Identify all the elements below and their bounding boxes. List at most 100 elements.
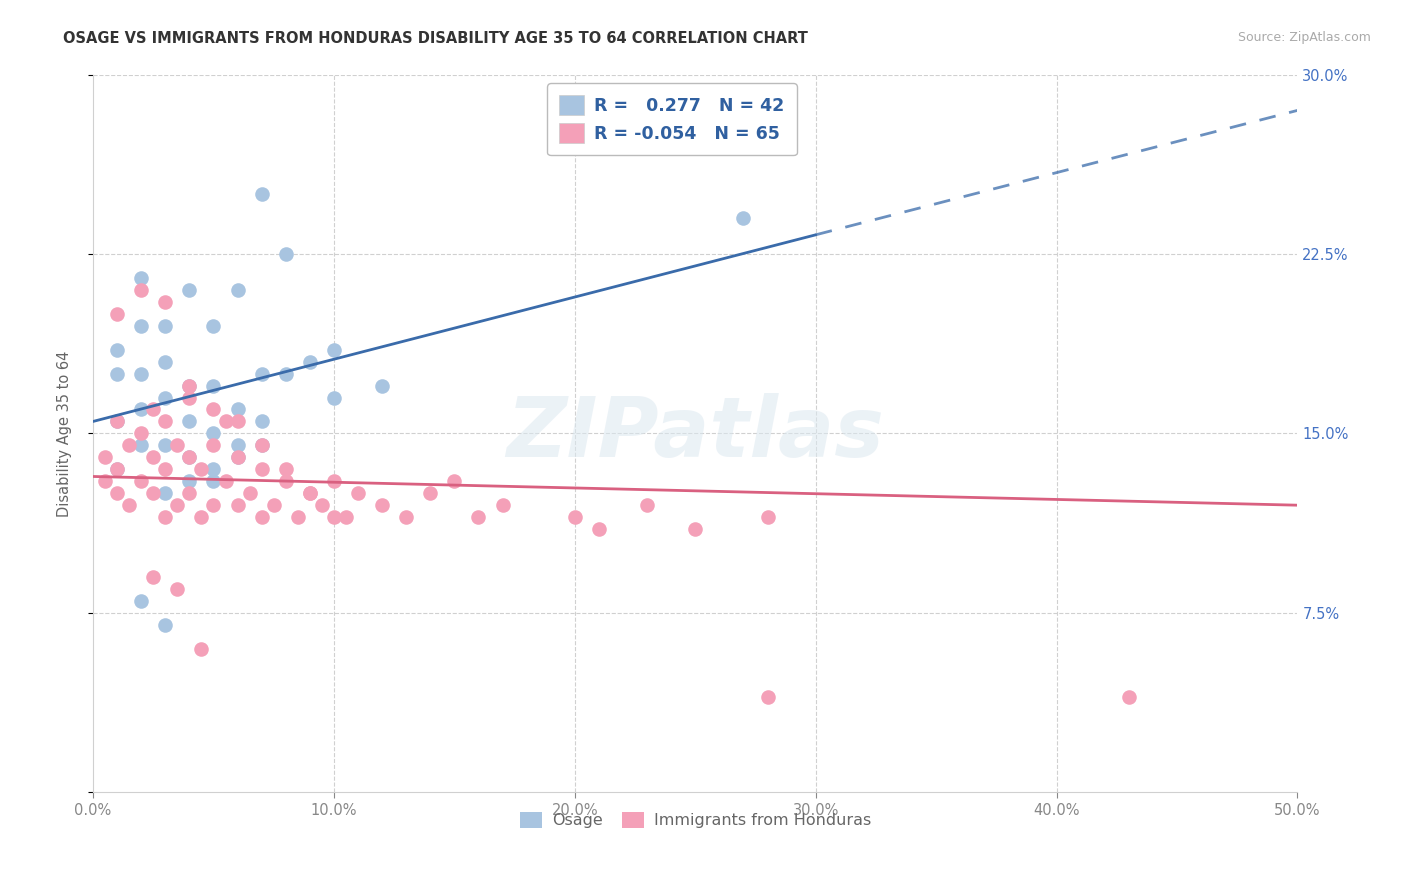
Point [179, 486, 201, 500]
Point [142, 486, 165, 500]
Point [179, 378, 201, 392]
Point [1118, 690, 1140, 704]
Point [202, 402, 225, 417]
Point [250, 187, 273, 202]
Point [274, 462, 297, 476]
Point [756, 690, 779, 704]
Point [155, 617, 177, 632]
Point [371, 378, 394, 392]
Point [166, 438, 188, 452]
Text: OSAGE VS IMMIGRANTS FROM HONDURAS DISABILITY AGE 35 TO 64 CORRELATION CHART: OSAGE VS IMMIGRANTS FROM HONDURAS DISABI… [63, 31, 808, 46]
Point [94, 450, 117, 465]
Point [322, 391, 344, 405]
Point [179, 475, 201, 489]
Point [142, 450, 165, 465]
Point [335, 510, 357, 524]
Point [179, 283, 201, 297]
Point [250, 438, 273, 452]
Point [287, 510, 309, 524]
Point [226, 402, 249, 417]
Point [733, 211, 755, 225]
Point [142, 402, 165, 417]
Point [202, 438, 225, 452]
Y-axis label: Disability Age 35 to 64: Disability Age 35 to 64 [58, 351, 72, 516]
Point [214, 475, 236, 489]
Point [118, 438, 141, 452]
Point [129, 283, 152, 297]
Point [226, 450, 249, 465]
Point [202, 475, 225, 489]
Point [322, 475, 344, 489]
Point [166, 582, 188, 596]
Point [190, 462, 212, 476]
Point [129, 426, 152, 441]
Point [202, 498, 225, 512]
Point [129, 438, 152, 452]
Point [129, 402, 152, 417]
Point [756, 115, 779, 129]
Point [155, 391, 177, 405]
Point [155, 462, 177, 476]
Point [226, 283, 249, 297]
Point [298, 486, 321, 500]
Point [179, 378, 201, 392]
Point [298, 354, 321, 368]
Point [202, 462, 225, 476]
Point [263, 498, 285, 512]
Point [491, 498, 513, 512]
Point [155, 318, 177, 333]
Point [155, 486, 177, 500]
Point [142, 570, 165, 584]
Point [298, 486, 321, 500]
Point [155, 438, 177, 452]
Point [274, 247, 297, 261]
Point [129, 318, 152, 333]
Point [105, 307, 128, 321]
Point [564, 510, 586, 524]
Point [239, 486, 262, 500]
Point [179, 450, 201, 465]
Point [155, 414, 177, 428]
Point [202, 318, 225, 333]
Point [322, 343, 344, 357]
Point [105, 462, 128, 476]
Point [226, 498, 249, 512]
Point [226, 450, 249, 465]
Point [202, 378, 225, 392]
Point [105, 343, 128, 357]
Point [371, 498, 394, 512]
Point [190, 510, 212, 524]
Point [179, 391, 201, 405]
Point [129, 594, 152, 608]
Point [467, 510, 489, 524]
Point [756, 510, 779, 524]
Point [105, 462, 128, 476]
Point [179, 414, 201, 428]
Point [105, 367, 128, 381]
Point [226, 414, 249, 428]
Point [636, 498, 658, 512]
Point [226, 438, 249, 452]
Point [250, 438, 273, 452]
Point [311, 498, 333, 512]
Point [274, 475, 297, 489]
Text: ZIPatlas: ZIPatlas [506, 392, 884, 474]
Point [179, 450, 201, 465]
Point [155, 294, 177, 309]
Point [105, 486, 128, 500]
Point [250, 414, 273, 428]
Point [155, 354, 177, 368]
Point [250, 462, 273, 476]
Point [118, 498, 141, 512]
Point [322, 510, 344, 524]
Text: Source: ZipAtlas.com: Source: ZipAtlas.com [1237, 31, 1371, 45]
Point [395, 510, 418, 524]
Point [214, 414, 236, 428]
Point [202, 426, 225, 441]
Point [443, 475, 465, 489]
Point [155, 510, 177, 524]
Point [250, 510, 273, 524]
Point [105, 414, 128, 428]
Legend: Osage, Immigrants from Honduras: Osage, Immigrants from Honduras [513, 805, 877, 835]
Point [274, 367, 297, 381]
